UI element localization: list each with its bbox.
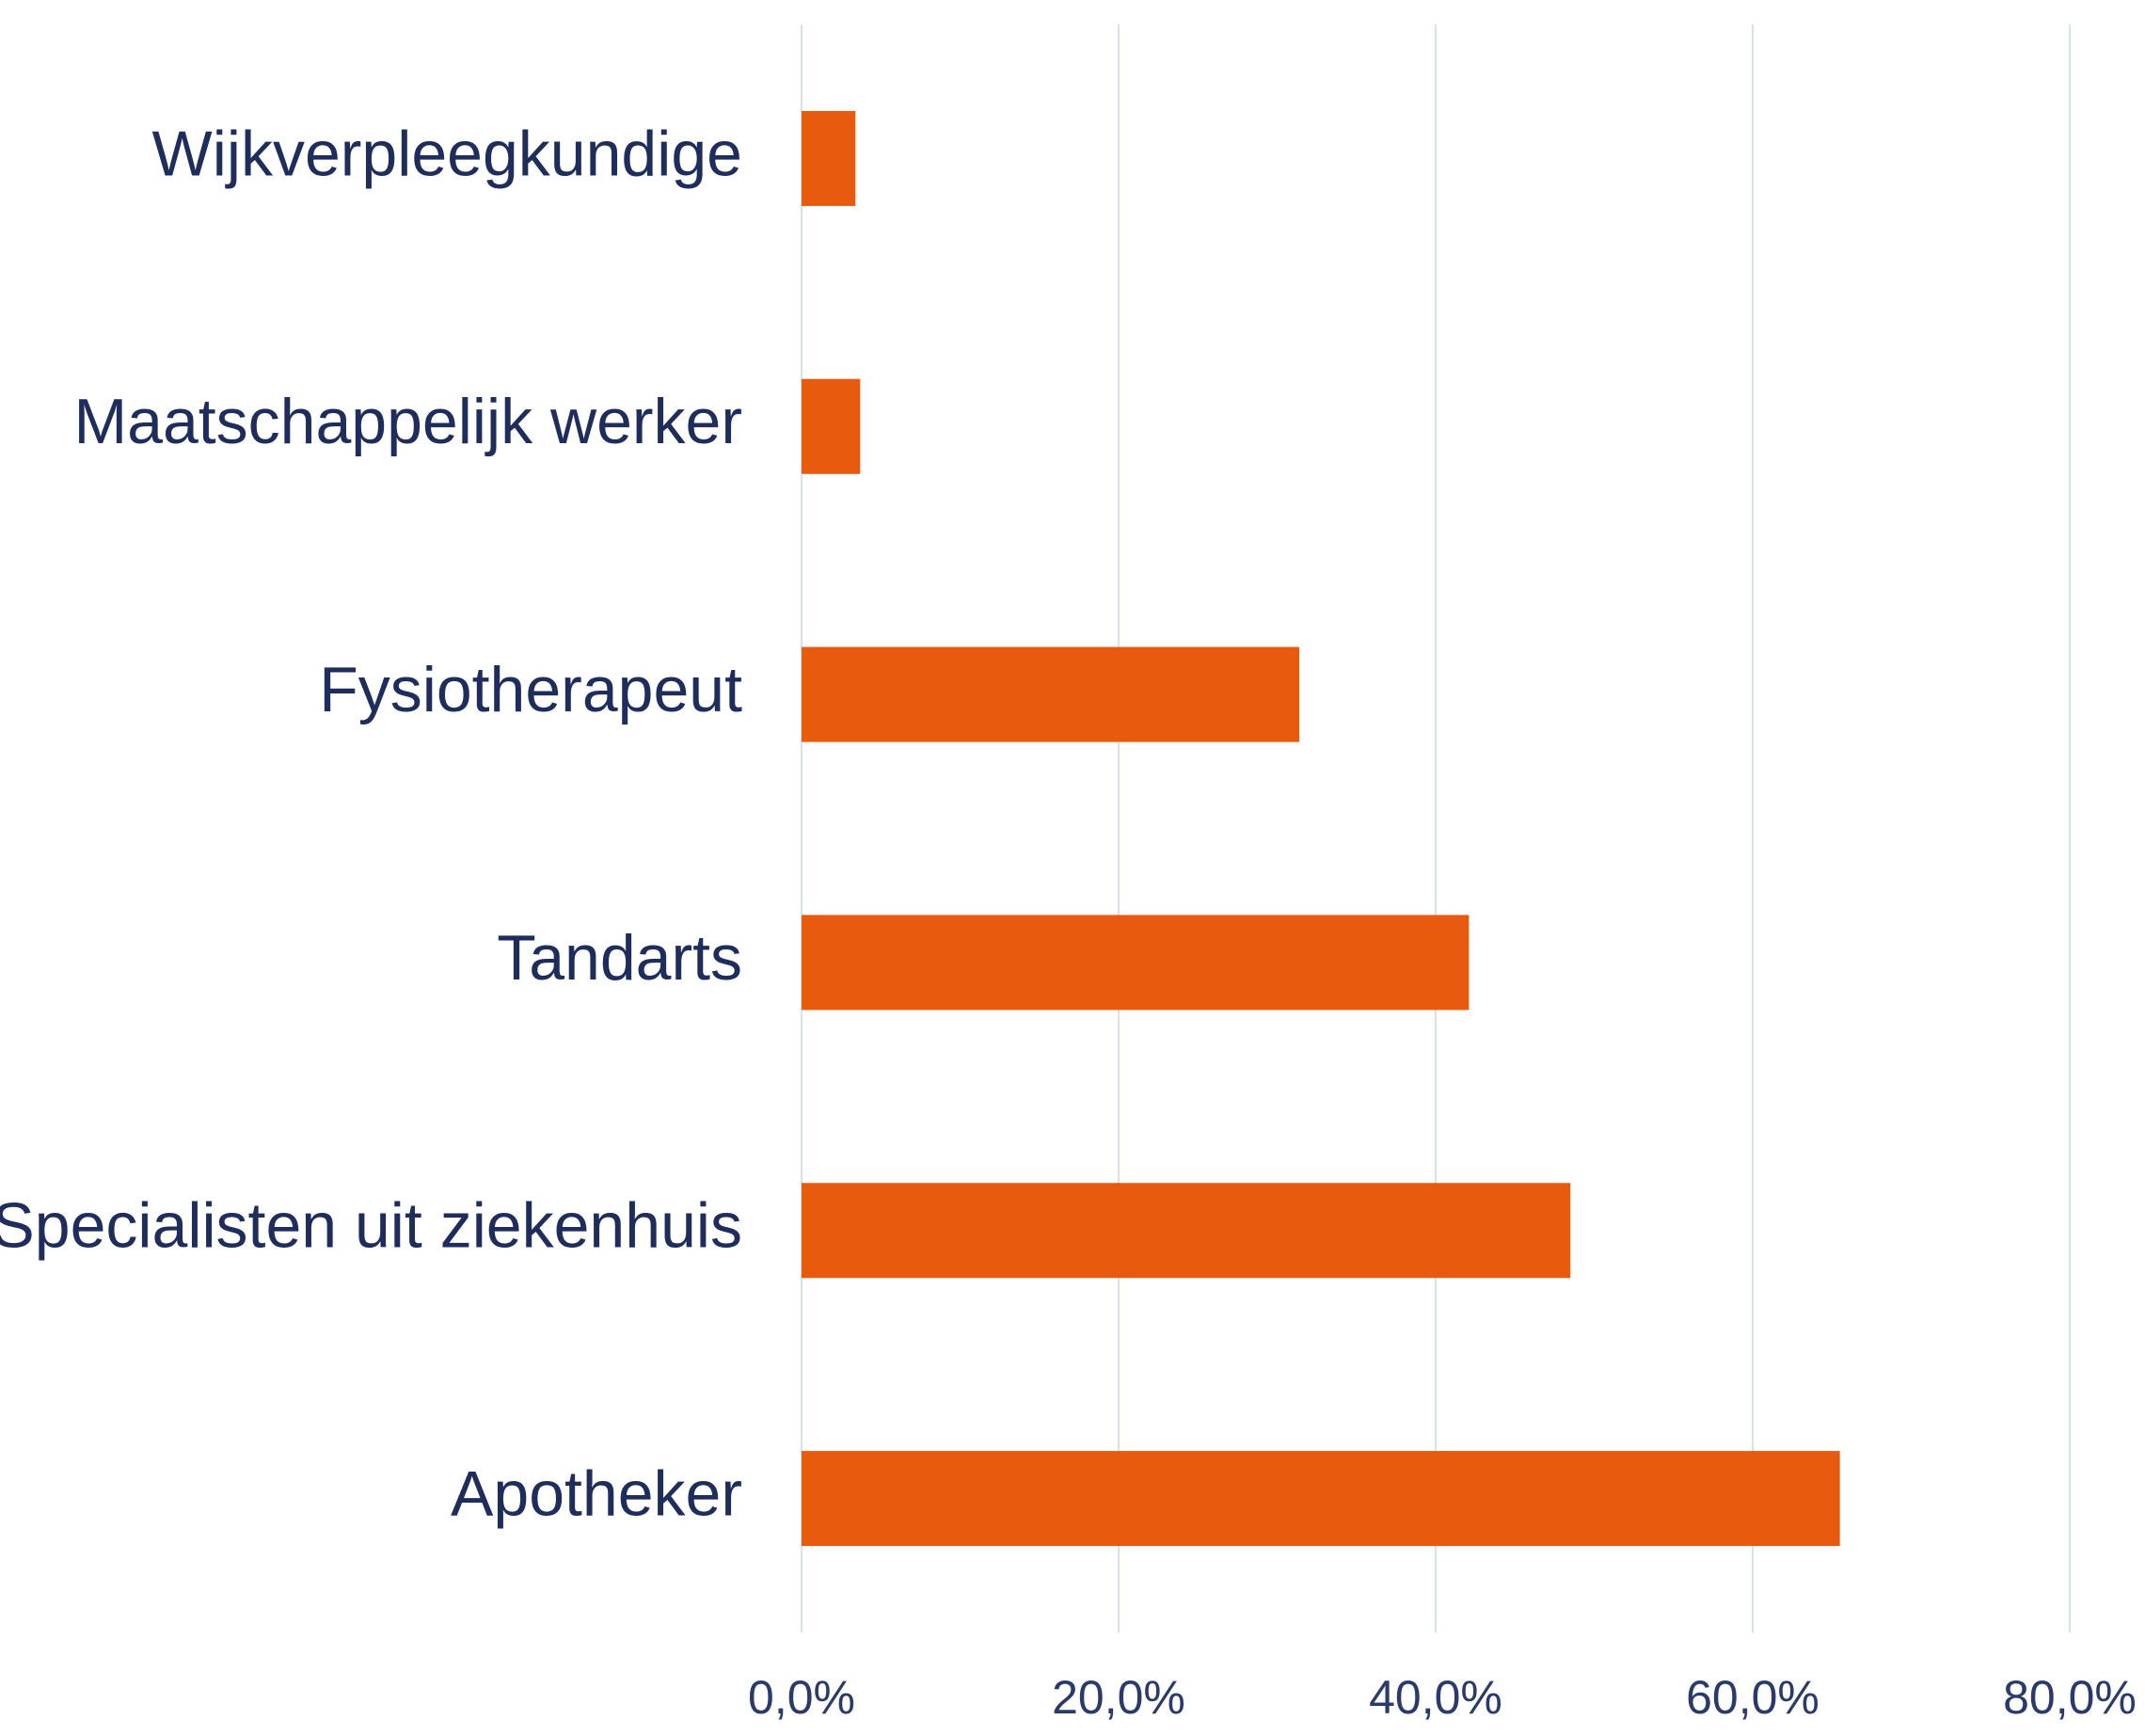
bar <box>802 110 856 206</box>
category-label: Wijkverpleegkundige <box>152 118 742 189</box>
bar <box>802 646 1300 742</box>
bar <box>802 1183 1571 1279</box>
x-tick-label: 40,0% <box>1369 1671 1502 1724</box>
category-label: Apotheker <box>451 1458 742 1530</box>
bar <box>802 1451 1840 1547</box>
category-label: Tandarts <box>497 922 742 994</box>
bar <box>802 378 861 474</box>
x-tick-label: 60,0% <box>1686 1671 1819 1724</box>
x-tick-label: 20,0% <box>1052 1671 1185 1724</box>
bar <box>802 915 1470 1011</box>
category-label: Maatschappelijk werker <box>73 386 742 457</box>
category-label: Fysiotherapeut <box>319 654 742 725</box>
x-tick-label: 0,0% <box>748 1671 855 1724</box>
category-label: Specialisten uit ziekenhuis <box>0 1190 742 1262</box>
x-tick-label: 80,0% <box>2003 1671 2137 1724</box>
